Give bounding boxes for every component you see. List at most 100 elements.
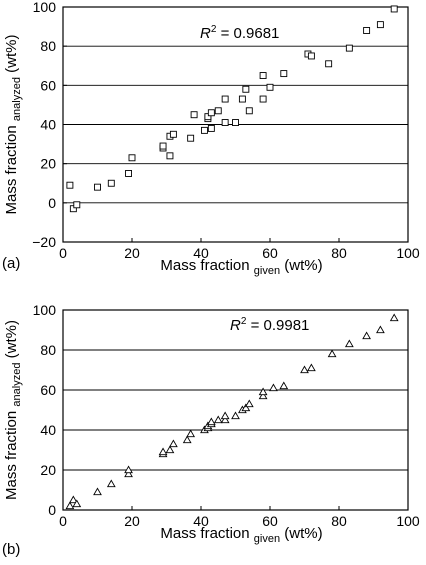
data-point-square [376,21,384,29]
x-tick-label: 0 [59,513,67,529]
y-tick-label: 20 [40,462,56,478]
x-tick-label: 60 [262,513,278,529]
x-axis-label: Mass fraction given (wt%) [160,257,322,277]
data-point-triangle [65,501,75,510]
y-tick-label: 100 [33,302,57,318]
data-point-square [107,179,115,187]
y-tick-label: 40 [40,117,56,133]
y-tick-label: 80 [40,342,56,358]
data-point-triangle [206,417,216,426]
data-point-triangle [72,499,82,508]
data-point-square [66,181,74,189]
data-point-square [390,5,398,13]
y-tick-label: 60 [40,382,56,398]
r-squared-annotation: R2 = 0.9681 [200,24,279,42]
data-point-square [307,52,315,60]
data-point-triangle [362,331,371,340]
y-tick-label: 0 [48,195,56,211]
y-tick-label: 0 [48,502,56,518]
data-point-square [245,107,253,115]
data-point-square [187,134,195,142]
data-point-square [259,95,267,103]
chart-panel-b: 0 20 40 60 80 100 0 20 40 60 80 100 R2 = 0.9981 Mass … [2,302,420,558]
data-point-triangle [186,429,196,438]
data-point-triangle [106,479,116,488]
data-point-square [204,113,212,121]
panel-label: (a) [2,255,20,272]
data-point-square [363,27,371,34]
data-point-triangle [241,403,251,412]
data-point-square [169,130,177,138]
data-point-triangle [327,349,337,358]
data-point-triangle [220,411,230,420]
y-tick-label: 40 [40,422,56,438]
data-point-triangle [300,365,309,374]
data-point-triangle [258,391,268,400]
data-point-square [345,44,353,52]
data-point-square [94,183,101,191]
data-point-triangle [158,447,168,456]
data-point-square [69,205,77,213]
data-point-square [266,83,274,91]
data-point-triangle [258,387,268,396]
data-point-square [190,111,198,119]
x-tick-label: 0 [59,245,67,261]
x-tick-label: 80 [331,513,347,529]
data-point-square [207,109,215,117]
y-tick-label: −20 [32,234,56,250]
data-point-square [73,201,81,209]
data-point-square [259,72,267,79]
y-tick-label: 20 [40,156,56,172]
data-point-triangle [220,415,230,424]
data-point-square [200,126,208,134]
x-tick-label: 80 [331,245,347,261]
data-point-triangle [68,495,78,504]
y-axis-label: Mass fraction analyzed (wt%) [3,320,23,500]
data-point-square [221,95,229,103]
data-point-square [207,124,215,132]
data-point-square [280,70,288,78]
x-tick-label: 60 [262,245,278,261]
data-point-square [125,170,133,177]
data-point-square [214,107,222,115]
data-point-square [325,60,333,68]
r-squared-annotation: R2 = 0.9981 [230,316,309,334]
data-point-square [166,152,174,160]
x-tick-label: 20 [124,245,140,261]
data-point-triangle [244,399,254,408]
y-tick-label: 60 [40,77,56,93]
data-point-square [128,154,136,162]
data-point-triangle [269,383,278,392]
x-tick-label: 40 [193,513,209,529]
data-point-triangle [389,313,399,322]
data-point-square [238,95,246,103]
data-point-triangle [344,339,354,348]
x-tick-label: 100 [396,513,420,529]
y-tick-label: 100 [33,0,57,15]
data-point-triangle [231,411,240,420]
data-point-square [159,142,167,150]
data-point-square [242,85,250,93]
data-point-triangle [213,415,223,424]
panel-label: (b) [2,541,20,558]
x-tick-label: 40 [193,245,209,261]
data-point-triangle [124,469,133,478]
y-tick-label: 80 [40,38,56,54]
data-point-triangle [169,439,178,448]
data-point-triangle [307,363,316,372]
data-point-triangle [165,445,175,454]
data-point-triangle [124,465,133,474]
plot-frame [62,309,409,511]
x-axis-label: Mass fraction given (wt%) [160,525,322,545]
x-tick-label: 100 [396,245,420,261]
data-point-square [221,119,229,126]
data-point-triangle [182,435,192,444]
data-point-square [232,119,239,126]
y-axis-label: Mass fraction analyzed (wt%) [3,35,23,215]
data-point-triangle [376,325,385,334]
data-point-triangle [93,487,102,496]
data-point-triangle [279,381,289,390]
x-tick-label: 20 [124,513,140,529]
